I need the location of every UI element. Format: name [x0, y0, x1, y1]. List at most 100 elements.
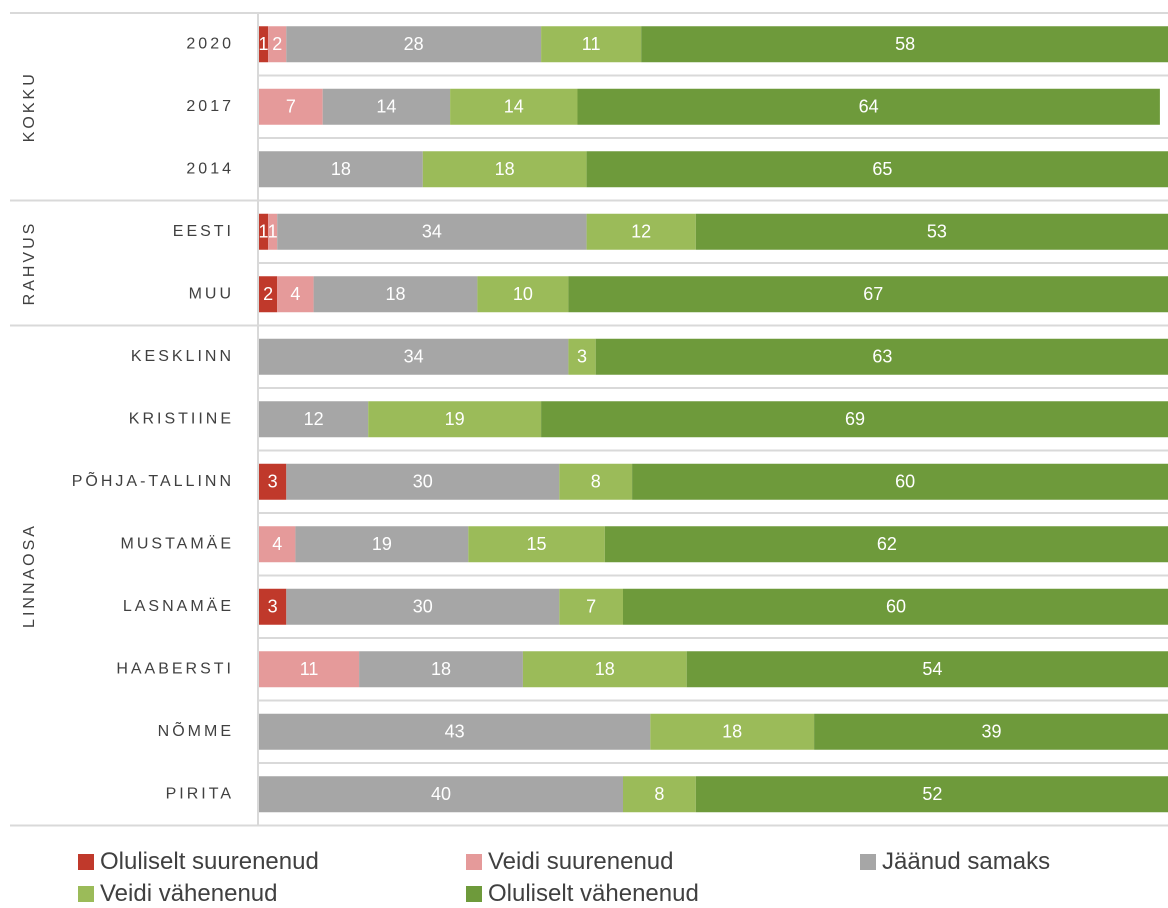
bar-segment [632, 463, 1168, 500]
bar-segment [541, 26, 642, 63]
bar-segment [259, 88, 323, 125]
data-label: 12 [631, 222, 651, 242]
data-label: 18 [595, 659, 615, 679]
legend-swatch [78, 854, 94, 870]
data-label: 69 [845, 409, 865, 429]
legend-item-jaanud-samaks: Jäänud samaks [860, 848, 1050, 876]
data-label: 3 [268, 597, 278, 617]
data-label: 3 [268, 472, 278, 492]
legend-swatch [78, 886, 94, 902]
data-label: 1 [259, 222, 269, 242]
bar-segment [541, 401, 1168, 438]
bar-segment [695, 213, 1168, 250]
bar-segment [422, 151, 587, 188]
category-label: PIRITA [166, 785, 234, 802]
legend-label: Oluliselt vähenenud [488, 880, 699, 907]
data-label: 65 [872, 159, 892, 179]
bar-segment [259, 213, 269, 250]
bar-segment [259, 526, 296, 563]
bar-segment [604, 526, 1168, 563]
bar-segment [568, 276, 1168, 313]
bar-segment [259, 713, 651, 750]
category-label: PÕHJA-TALLINN [72, 470, 234, 490]
data-label: 19 [372, 534, 392, 554]
data-label: 28 [404, 34, 424, 54]
category-label: 2014 [186, 160, 234, 177]
bar-segment [477, 276, 569, 313]
bar-segment [277, 276, 314, 313]
data-label: 39 [982, 722, 1002, 742]
bar-segment [559, 463, 633, 500]
data-label: 30 [413, 472, 433, 492]
data-label: 18 [431, 659, 451, 679]
bar-segment [286, 463, 560, 500]
data-label: 40 [431, 784, 451, 804]
bar-segment [268, 213, 278, 250]
data-label: 63 [872, 347, 892, 367]
data-label: 8 [591, 472, 601, 492]
bar-segment [277, 213, 587, 250]
bar-segment [313, 276, 478, 313]
bar-segment [368, 401, 542, 438]
data-label: 2 [263, 284, 273, 304]
bar-segment [259, 401, 369, 438]
data-label: 60 [895, 472, 915, 492]
data-label: 14 [376, 97, 396, 117]
bar-segment [259, 151, 423, 188]
bar-segment [259, 463, 287, 500]
bar-segment [359, 651, 523, 688]
legend-label: Oluliselt suurenenud [100, 848, 319, 875]
data-label: 10 [513, 284, 533, 304]
bar-segment [259, 651, 360, 688]
bar-segment [322, 88, 451, 125]
data-label: 2 [272, 34, 282, 54]
legend-label: Jäänud samaks [882, 848, 1051, 875]
data-label: 4 [290, 284, 300, 304]
data-label: 4 [272, 534, 282, 554]
bar-segment [259, 26, 269, 63]
data-label: 7 [586, 597, 596, 617]
category-label: MUSTAMÄE [121, 534, 234, 552]
bar-segment [468, 526, 605, 563]
legend-item-veidi-vahenenud: Veidi vähenenud [78, 880, 278, 908]
category-label: HAABERSTI [116, 660, 234, 677]
data-label: 62 [877, 534, 897, 554]
bar-segment [259, 276, 278, 313]
bar-segment [814, 713, 1168, 750]
bar-segment [522, 651, 687, 688]
bar-segment [259, 588, 287, 625]
bar-segment [686, 651, 1168, 688]
data-label: 53 [927, 222, 947, 242]
legend-label: Veidi suurenenud [488, 848, 674, 875]
data-label: 11 [582, 34, 601, 54]
bar-segment [568, 338, 596, 375]
data-label: 30 [413, 597, 433, 617]
bar-segment [559, 588, 623, 625]
legend-swatch [860, 854, 876, 870]
bar-segment [259, 776, 623, 813]
group-label: KOKKU [21, 71, 38, 142]
data-label: 60 [886, 597, 906, 617]
data-label: 12 [304, 409, 324, 429]
category-label: 2020 [186, 35, 234, 52]
data-label: 1 [268, 222, 278, 242]
legend-swatch [466, 854, 482, 870]
bar-segment [623, 776, 696, 813]
bar-segment [295, 526, 469, 563]
legend-label: Veidi vähenenud [100, 880, 278, 907]
data-label: 15 [527, 534, 547, 554]
category-label: KRISTIINE [129, 410, 234, 427]
data-label: 1 [259, 34, 269, 54]
data-label: 18 [385, 284, 405, 304]
bar-segment [450, 88, 578, 125]
data-label: 14 [504, 97, 524, 117]
category-label: KESKLINN [131, 348, 234, 365]
data-label: 8 [654, 784, 664, 804]
group-label: LINNAOSA [21, 523, 38, 628]
legend-swatch [466, 886, 482, 902]
category-label: EESTI [173, 223, 234, 240]
bar-segment [595, 338, 1168, 375]
data-label: 3 [577, 347, 587, 367]
category-label: MUU [189, 285, 234, 302]
